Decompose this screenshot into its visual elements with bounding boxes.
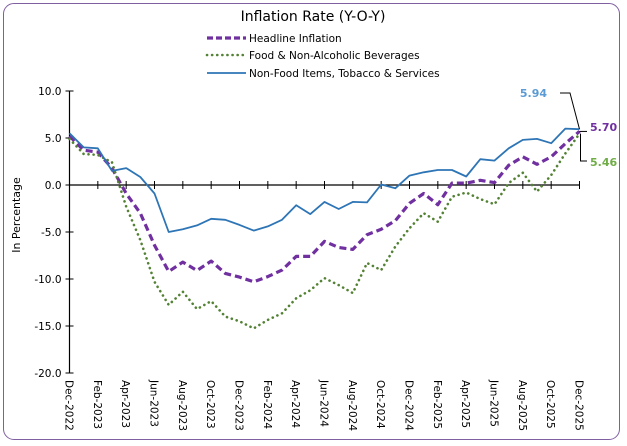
y-tick-label: 0.0	[45, 180, 62, 192]
x-tick-label: Aug-2024	[346, 380, 358, 431]
x-tick-label: Oct-2024	[374, 380, 386, 429]
x-tick-label: Feb-2025	[431, 380, 443, 429]
series-group	[68, 127, 581, 330]
x-tick-label: Feb-2024	[261, 380, 273, 429]
callout-label: 5.70	[590, 121, 617, 134]
legend-label: Non-Food Items, Tobacco & Services	[249, 68, 440, 80]
x-tick-label: Jun-2025	[488, 379, 500, 427]
callout-leader-line	[560, 92, 580, 130]
callout-label: 5.46	[590, 156, 617, 169]
x-tick-label: Apr-2023	[119, 380, 131, 428]
chart-title: Inflation Rate (Y-O-Y)	[241, 9, 386, 25]
legend-label: Food & Non-Alcoholic Beverages	[249, 50, 420, 62]
x-tick-label: Dec-2022	[63, 380, 75, 431]
x-tick-label: Jun-2024	[318, 379, 330, 427]
series-line-non-food-items-tobacco-services	[68, 127, 580, 233]
y-tick-label: -15.0	[34, 321, 61, 333]
callout-leader-line	[580, 133, 587, 162]
x-tick-label: Oct-2023	[204, 380, 216, 429]
callout-label: 5.94	[520, 87, 547, 100]
y-tick-label: -5.0	[41, 227, 62, 239]
series-line-food-non-alcoholic-beverages	[68, 132, 581, 330]
x-tick-label: Oct-2025	[544, 380, 556, 429]
y-axis-title: In Percentage	[10, 177, 23, 253]
y-tick-label: -20.0	[34, 368, 61, 380]
x-tick-label: Aug-2023	[176, 380, 188, 431]
x-tick-label: Jun-2023	[148, 379, 160, 427]
x-tick-label: Apr-2025	[459, 380, 471, 428]
y-tick-label: -10.0	[34, 274, 61, 286]
x-tick-label: Feb-2023	[91, 380, 103, 429]
chart-frame	[3, 3, 620, 440]
legend: Headline Inflation Food & Non-Alcoholic B…	[205, 33, 440, 80]
legend-label: Headline Inflation	[249, 33, 342, 45]
y-tick-label: 5.0	[45, 133, 62, 145]
y-tick-label: 10.0	[38, 86, 61, 98]
x-tick-label: Dec-2024	[403, 380, 415, 431]
callouts: 5.94 5.70 5.46	[520, 87, 618, 169]
x-tick-label: Dec-2025	[573, 380, 585, 431]
x-tick-label: Aug-2025	[516, 380, 528, 431]
x-tick-label: Apr-2024	[289, 380, 301, 428]
x-tick-label: Dec-2023	[233, 380, 245, 431]
